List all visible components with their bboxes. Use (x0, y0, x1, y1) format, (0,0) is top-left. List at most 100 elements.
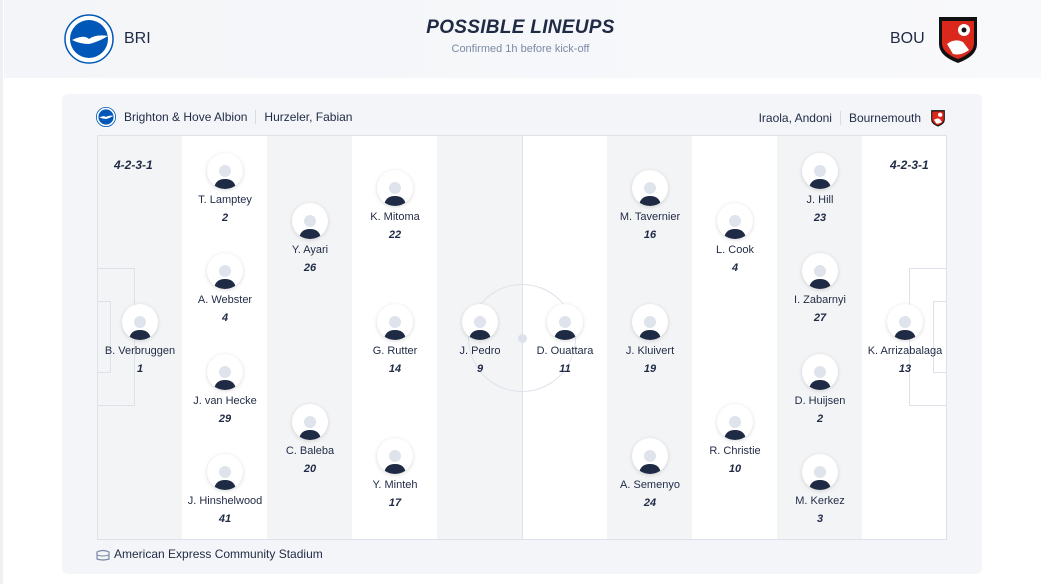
player-name: L. Cook (716, 244, 754, 256)
player-name: T. Lamptey (198, 194, 252, 206)
player-name: J. Hill (806, 194, 834, 206)
home-coach[interactable]: Hurzeler, Fabian (264, 110, 353, 124)
player-name: J. Pedro (459, 345, 501, 357)
player-avatar (632, 170, 668, 206)
player-number: 24 (643, 497, 657, 509)
home-player[interactable]: K. Mitoma 22 (345, 170, 445, 241)
person-icon (214, 466, 236, 490)
player-avatar (717, 203, 753, 239)
home-player[interactable]: Y. Minteh 17 (345, 438, 445, 509)
player-name: I. Zabarnyi (794, 294, 846, 306)
away-player[interactable]: A. Semenyo 24 (600, 438, 700, 509)
player-number: 26 (303, 262, 317, 274)
player-name: G. Rutter (372, 345, 418, 357)
bournemouth-crest-icon (939, 17, 977, 63)
person-icon (809, 366, 831, 390)
home-formation: 4-2-3-1 (114, 158, 153, 172)
player-number: 16 (643, 229, 657, 241)
divider (839, 111, 841, 125)
player-avatar (377, 304, 413, 340)
home-player[interactable]: G. Rutter 14 (345, 304, 445, 375)
player-avatar (717, 404, 753, 440)
player-avatar (802, 153, 838, 189)
person-icon (469, 316, 491, 340)
player-number: 17 (388, 497, 402, 509)
away-player[interactable]: J. Hill 23 (770, 153, 870, 224)
home-player[interactable]: B. Verbruggen 1 (90, 304, 190, 375)
person-icon (894, 316, 916, 340)
away-formation: 4-2-3-1 (890, 158, 929, 172)
player-name: C. Baleba (285, 445, 335, 457)
brighton-crest-icon (64, 14, 114, 64)
player-name: D. Huijsen (794, 395, 846, 407)
away-player[interactable]: M. Kerkez 3 (770, 454, 870, 525)
player-name: M. Kerkez (795, 495, 845, 507)
player-name: K. Mitoma (370, 211, 420, 223)
player-avatar (207, 354, 243, 390)
home-code: BRI (124, 30, 151, 47)
player-name: J. Hinshelwood (187, 495, 263, 507)
person-icon (214, 366, 236, 390)
home-player[interactable]: Y. Ayari 26 (260, 203, 360, 274)
away-player[interactable]: D. Ouattara 11 (515, 304, 615, 375)
left-border (0, 0, 3, 584)
player-number: 29 (218, 413, 232, 425)
player-name: A. Webster (197, 294, 253, 306)
person-icon (129, 316, 151, 340)
player-number: 3 (816, 513, 824, 525)
player-name: J. Kluivert (625, 345, 675, 357)
home-team-info: Brighton & Hove Albion Hurzeler, Fabian (96, 107, 352, 127)
away-code: BOU (890, 30, 925, 47)
player-number: 20 (303, 463, 317, 475)
player-avatar (462, 304, 498, 340)
away-player[interactable]: M. Tavernier 16 (600, 170, 700, 241)
person-icon (384, 316, 406, 340)
player-number: 19 (643, 363, 657, 375)
divider (255, 110, 257, 124)
home-player[interactable]: A. Webster 4 (175, 253, 275, 324)
player-avatar (292, 404, 328, 440)
person-icon (384, 182, 406, 206)
person-icon (384, 450, 406, 474)
player-avatar (802, 354, 838, 390)
player-avatar (632, 304, 668, 340)
away-player[interactable]: K. Arrizabalaga 13 (855, 304, 955, 375)
center-circle (468, 284, 576, 392)
player-name: M. Tavernier (619, 211, 681, 223)
player-number: 11 (559, 363, 571, 375)
person-icon (639, 182, 661, 206)
away-player[interactable]: D. Huijsen 2 (770, 354, 870, 425)
player-number: 1 (136, 363, 144, 375)
away-coach[interactable]: Iraola, Andoni (758, 111, 832, 125)
page-subtitle: Confirmed 1h before kick-off (451, 43, 590, 55)
away-team-name[interactable]: Bournemouth (848, 111, 921, 125)
person-icon (809, 466, 831, 490)
away-player[interactable]: L. Cook 4 (685, 203, 785, 274)
person-icon (639, 316, 661, 340)
player-number: 2 (816, 413, 824, 425)
away-player[interactable]: I. Zabarnyi 27 (770, 253, 870, 324)
home-player[interactable]: C. Baleba 20 (260, 404, 360, 475)
page-title: POSSIBLE LINEUPS (426, 17, 615, 38)
person-icon (809, 165, 831, 189)
player-number: 2 (221, 212, 229, 224)
home-player[interactable]: J. van Hecke 29 (175, 354, 275, 425)
away-player[interactable]: J. Kluivert 19 (600, 304, 700, 375)
person-icon (214, 265, 236, 289)
home-team-name[interactable]: Brighton & Hove Albion (124, 110, 248, 124)
home-player[interactable]: J. Pedro 9 (430, 304, 530, 375)
home-player[interactable]: T. Lamptey 2 (175, 153, 275, 224)
person-icon (299, 416, 321, 440)
player-number: 10 (728, 463, 742, 475)
player-name: J. van Hecke (193, 395, 257, 407)
player-avatar (632, 438, 668, 474)
center-spot (518, 334, 527, 343)
player-number: 4 (221, 312, 229, 324)
person-icon (724, 416, 746, 440)
person-icon (554, 316, 576, 340)
player-number: 22 (388, 229, 402, 241)
away-player[interactable]: R. Christie 10 (685, 404, 785, 475)
home-player[interactable]: J. Hinshelwood 41 (175, 454, 275, 525)
match-header (4, 0, 1041, 78)
away-team-info: Iraola, Andoni Bournemouth (759, 107, 947, 129)
